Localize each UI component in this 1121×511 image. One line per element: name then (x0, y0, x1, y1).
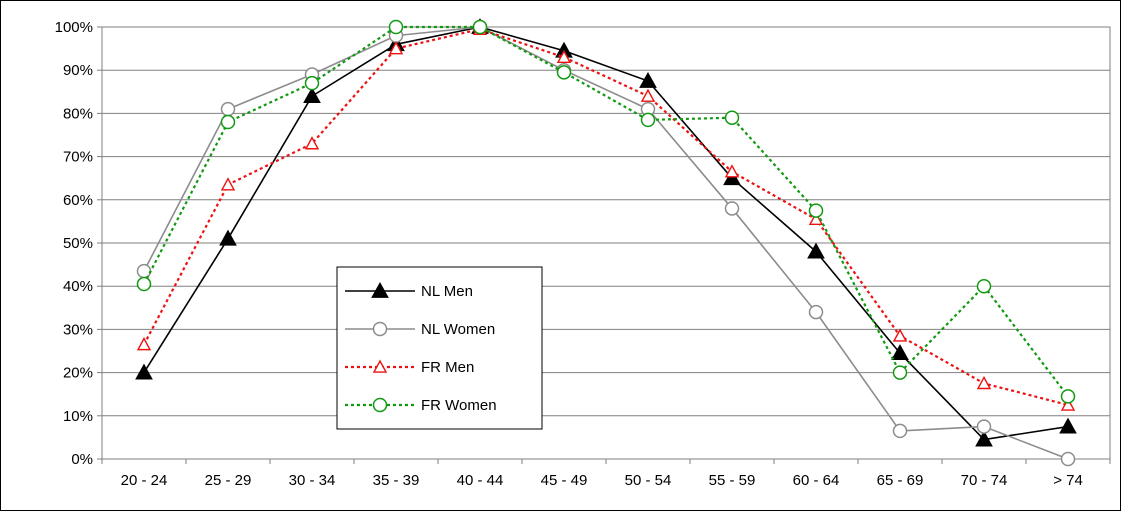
data-point (724, 201, 740, 216)
data-point (556, 65, 572, 80)
y-tick-label: 70% (63, 149, 93, 166)
data-point (1060, 451, 1076, 467)
series-fr-women (136, 19, 1076, 404)
legend-box (336, 266, 543, 430)
data-point (1059, 417, 1077, 434)
gridlines (102, 69, 1110, 417)
data-point (808, 203, 824, 218)
series-line-fr-women (143, 25, 1069, 398)
data-point (304, 136, 320, 150)
data-point (135, 363, 153, 380)
data-point (724, 110, 740, 125)
data-point (388, 41, 404, 55)
series-line-nl-women (143, 26, 1069, 460)
y-tick-label: 30% (63, 321, 93, 338)
x-tick-label: 50 - 54 (625, 472, 672, 489)
data-point (136, 263, 152, 279)
data-point (220, 101, 236, 117)
legend-item-nl-women: NL Women (345, 321, 495, 338)
x-tick-label: 55 - 59 (709, 472, 756, 489)
x-tick-label: 20 - 24 (121, 472, 168, 489)
legend-marker (372, 321, 388, 337)
data-point (892, 423, 908, 439)
y-tick-label: 10% (63, 408, 93, 425)
data-point (976, 375, 992, 390)
data-point (220, 114, 236, 130)
data-point (807, 242, 825, 259)
x-tick-label: 70 - 74 (961, 472, 1008, 489)
x-tick-label: 25 - 29 (205, 472, 252, 489)
legend-label: FR Men (421, 359, 474, 376)
x-axis: 20 - 24 25 - 29 30 - 34 35 - 39 40 - 44 45 - … (101, 459, 1111, 489)
data-point (1060, 389, 1076, 404)
data-point (556, 49, 572, 64)
legend-label: NL Men (421, 283, 473, 300)
y-tick-label: 100% (55, 19, 93, 36)
y-tick-label: 90% (63, 62, 93, 79)
y-tick-label: 60% (63, 192, 93, 209)
data-point (892, 365, 908, 380)
legend: NL Men NL Women FR Men FR Women (336, 266, 543, 430)
data-point (219, 229, 237, 246)
data-point (136, 337, 152, 351)
legend-marker (371, 281, 389, 298)
y-tick-label: 40% (63, 278, 93, 295)
y-tick-label: 0% (71, 451, 93, 468)
data-point (303, 87, 321, 104)
legend-label: FR Women (421, 397, 497, 414)
y-tick-label: 20% (63, 365, 93, 382)
data-point (976, 278, 992, 294)
series-fr-men (136, 21, 1076, 411)
data-point (976, 419, 992, 434)
x-tick-label: 35 - 39 (373, 472, 420, 489)
y-tick-label: 80% (63, 105, 93, 122)
legend-item-fr-women: FR Women (345, 397, 497, 414)
y-axis: 0% 10% 20% 30% 40% 50% 60% 70% 80% 90% 100% (55, 19, 102, 468)
data-point (975, 430, 993, 447)
data-point (891, 344, 909, 361)
series-line-fr-men (143, 28, 1069, 407)
series-nl-men (135, 17, 1077, 447)
data-point (724, 164, 740, 178)
data-point (808, 304, 824, 320)
data-point (220, 177, 236, 191)
data-point (388, 19, 404, 35)
data-point (136, 276, 152, 292)
data-point (640, 112, 656, 128)
series-group (135, 17, 1077, 467)
x-tick-label: 60 - 64 (793, 472, 840, 489)
x-tick-label: > 74 (1053, 472, 1083, 489)
data-point (1060, 397, 1076, 411)
legend-marker (372, 359, 388, 373)
data-point (304, 75, 320, 91)
data-point (472, 19, 488, 35)
data-point (639, 71, 657, 88)
data-point (640, 88, 656, 102)
legend-marker (372, 397, 388, 413)
data-point (892, 328, 908, 342)
y-tick-label: 50% (63, 235, 93, 252)
x-tick-label: 30 - 34 (289, 472, 336, 489)
legend-label: NL Women (421, 321, 495, 338)
x-tick-label: 45 - 49 (541, 472, 588, 489)
series-line-nl-men (143, 26, 1069, 441)
legend-item-nl-men: NL Men (345, 281, 473, 300)
data-point (808, 211, 824, 226)
legend-item-fr-men: FR Men (345, 359, 474, 376)
x-tick-label: 40 - 44 (457, 472, 504, 489)
x-tick-label: 65 - 69 (877, 472, 924, 489)
